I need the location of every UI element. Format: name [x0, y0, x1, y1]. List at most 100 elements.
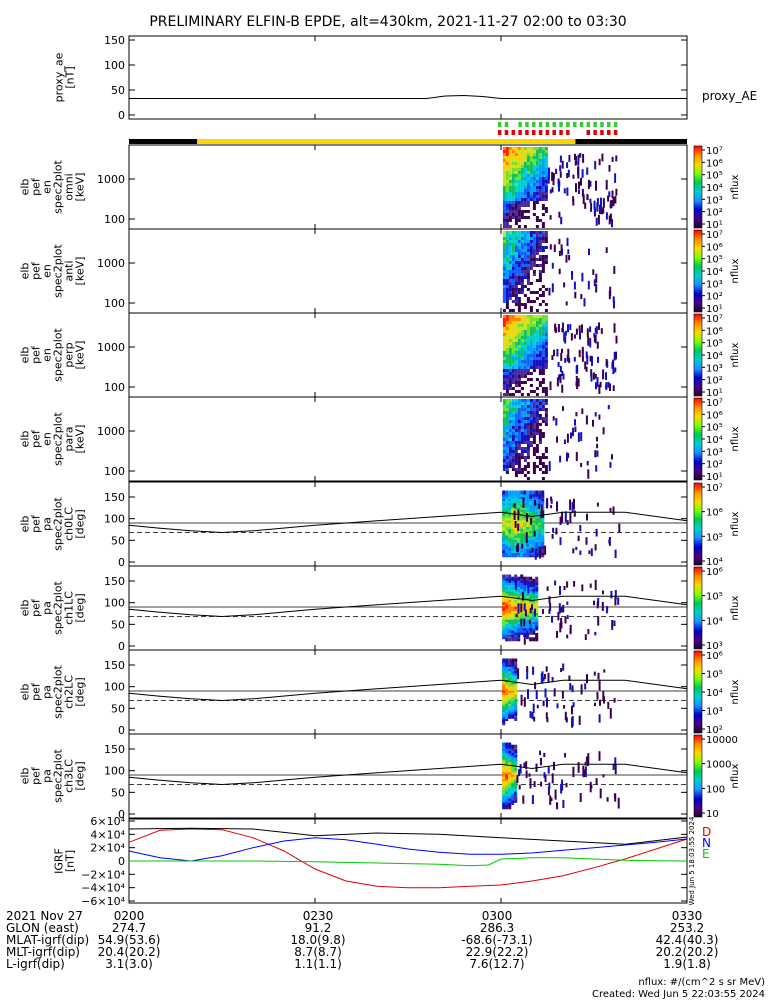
pitch-angle-pixel [520, 630, 524, 635]
pitch-angle-pixel [529, 505, 533, 510]
pitch-angle-pixel [535, 604, 539, 609]
pitch-angle-pixel [535, 523, 539, 527]
pitch-angle-pixel [526, 549, 530, 553]
spectrogram-pixel [514, 369, 518, 372]
y-tick-label: 50 [111, 618, 125, 631]
spectrogram-pixel [520, 150, 524, 153]
pitch-angle-pixel [502, 783, 506, 788]
pitch-angle-pixel [505, 546, 509, 551]
spectrogram-pixel [611, 156, 614, 162]
pitch-angle-pixel [520, 512, 524, 517]
spectrogram-pixel [526, 168, 530, 171]
pitch-angle-pixel [569, 683, 572, 691]
spectrogram-pixel [585, 415, 588, 425]
spectrogram-pixel [508, 378, 512, 381]
spectrogram-pixel [532, 273, 536, 276]
orbit-row-label: L-igrf(dip) [6, 957, 65, 971]
pitch-angle-pixel [529, 581, 533, 585]
pitch-angle-pixel [514, 678, 518, 682]
spectrogram-pixel [529, 330, 533, 333]
spectrogram-pixel [514, 288, 518, 291]
spectrogram-pixel [520, 243, 524, 246]
spectrogram-pixel [557, 179, 560, 188]
spectrogram-pixel [511, 171, 515, 174]
spectrogram-pixel [538, 366, 542, 369]
y-axis-label: elb [19, 179, 32, 196]
spectrogram-pixel [526, 276, 530, 279]
spectrogram-pixel [520, 267, 524, 270]
pitch-angle-pixel [529, 624, 533, 629]
pitch-angle-pixel [511, 594, 515, 598]
y-axis-label: pef [30, 598, 43, 617]
pitch-angle-pixel [523, 501, 527, 506]
spectrogram-pixel [511, 375, 515, 378]
spectrogram-pixel [517, 420, 521, 423]
pitch-angle-pixel [538, 531, 542, 536]
spectrogram-pixel [526, 423, 530, 426]
spectrogram-pixel [508, 462, 512, 465]
spectrogram-pixel [520, 387, 524, 390]
spectrogram-pixel [535, 402, 539, 405]
spectrogram-pixel [502, 444, 506, 447]
colorbar-tick-label: 10000 [706, 735, 738, 746]
spectrogram-pixel [523, 225, 527, 228]
spectrogram-pixel [596, 450, 599, 457]
spectrogram-pixel [523, 216, 527, 219]
spectrogram-pixel [517, 357, 521, 360]
pitch-angle-pixel [508, 585, 512, 590]
spectrogram-pixel [502, 168, 506, 171]
spectrogram-pixel [505, 243, 509, 246]
spectrogram-pixel [517, 447, 521, 450]
y-axis-label: ch3LC [63, 759, 76, 793]
spectrogram-pixel [517, 252, 521, 255]
pitch-angle-pixel [508, 788, 512, 792]
pitch-angle-pixel [516, 543, 519, 553]
spectrogram-pixel [529, 189, 533, 192]
spectrogram-pixel [508, 465, 512, 468]
pitch-angle-pixel [589, 583, 592, 588]
pitch-angle-pixel [577, 762, 580, 773]
pitch-angle-pixel [541, 494, 545, 499]
pitch-angle-pixel [526, 620, 530, 624]
spectrogram-pixel [526, 318, 530, 321]
spectrogram-pixel [532, 354, 536, 357]
pitch-angle-pixel [502, 712, 506, 717]
pitch-angle-pixel [612, 506, 615, 515]
pitch-angle-pixel [535, 516, 539, 521]
spectrogram-pixel [502, 381, 506, 384]
spectrogram-pixel [529, 372, 533, 375]
pitch-angle-pixel [532, 518, 536, 523]
pitch-angle-pixel [529, 494, 533, 499]
spectrogram-pixel [502, 468, 506, 471]
spectrogram-pixel [551, 171, 554, 181]
pitch-angle-pixel [502, 701, 506, 706]
spectrogram-pixel [558, 268, 561, 275]
spectrogram-pixel [532, 339, 536, 342]
spectrogram-pixel [535, 360, 539, 363]
spectrogram-pixel [511, 207, 515, 210]
colorbar-tick-label: 10⁶ [706, 567, 723, 578]
spectrogram-pixel [514, 375, 518, 378]
spectrogram-pixel [538, 339, 542, 342]
spectrogram-pixel [526, 300, 530, 303]
spectrogram-pixel [517, 213, 521, 216]
pitch-angle-pixel [614, 793, 617, 802]
pitch-angle-pixel [523, 697, 526, 707]
spectrogram-pixel [532, 195, 536, 198]
spectrogram-pixel [505, 348, 509, 351]
spectrogram-pixel [511, 426, 515, 429]
pitch-angle-pixel [502, 794, 506, 799]
spectrogram-pixel [502, 183, 506, 186]
spectrogram-pixel [532, 213, 536, 216]
pitch-angle-pixel [505, 620, 509, 624]
spectrogram-pixel [595, 283, 598, 293]
pitch-angle-pixel [529, 533, 533, 538]
pitch-angle-pixel [514, 796, 518, 801]
spectrogram-pixel [615, 351, 617, 360]
spectrogram-pixel [517, 246, 521, 249]
spectrogram-pixel [523, 414, 527, 417]
pitch-angle-pixel [502, 686, 506, 691]
pitch-angle-pixel [563, 705, 566, 709]
pitch-angle-pixel [508, 630, 512, 635]
pitch-angle-pixel [526, 520, 530, 525]
